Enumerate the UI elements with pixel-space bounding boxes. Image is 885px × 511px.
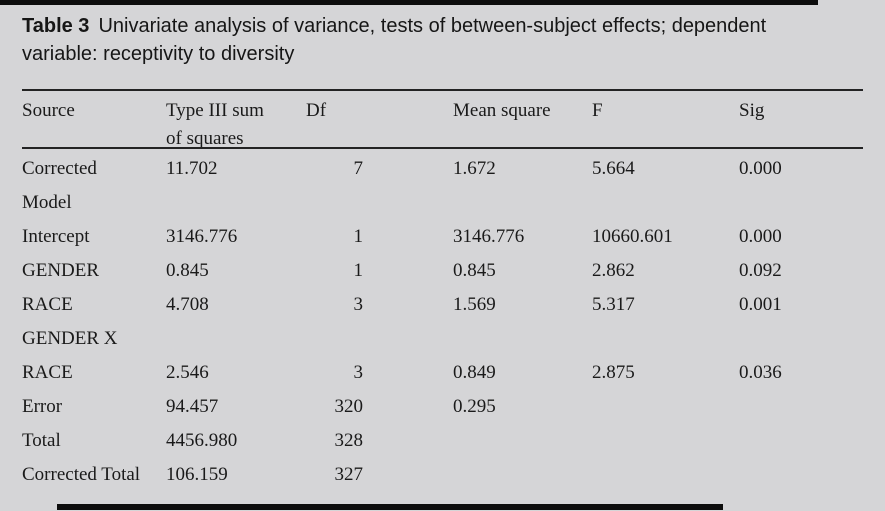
table-row: Corrected Model 11.702 7 1.672 5.664 0.000 xyxy=(22,152,863,220)
table-cell xyxy=(739,390,863,424)
column-header-df: Df xyxy=(306,100,327,121)
table-cell: 2.875 xyxy=(592,362,635,383)
table-cell: 3146.776 xyxy=(453,226,525,247)
table-cell: 1.569 xyxy=(453,294,496,315)
table-cell: Corrected Model xyxy=(22,158,97,213)
table-cell xyxy=(592,424,739,458)
table-cell xyxy=(592,390,739,424)
column-header-type-iii-sum: Type III sum of squares xyxy=(166,100,264,149)
table-cell: 0.000 xyxy=(739,158,782,179)
table-cell xyxy=(453,424,592,458)
table-cell: Intercept xyxy=(22,226,90,247)
table-row: Total 4456.980 328 xyxy=(22,424,863,458)
table-cell: 1.672 xyxy=(453,158,496,179)
table-cell xyxy=(453,458,592,492)
table-cell: 1 xyxy=(353,260,364,281)
table-cell: 3146.776 xyxy=(166,226,238,247)
table-header-rule xyxy=(22,147,863,149)
table-cell: 0.849 xyxy=(453,362,496,383)
table-cell xyxy=(592,322,739,356)
table-cell: 327 xyxy=(334,464,364,485)
table-cell: 94.457 xyxy=(166,396,219,417)
table-cell xyxy=(166,322,306,356)
table-cell: RACE xyxy=(22,362,73,383)
table-row: Error 94.457 320 0.295 xyxy=(22,390,863,424)
table-cell: 106.159 xyxy=(166,464,228,485)
table-cell: Total xyxy=(22,430,61,451)
table-cell: 320 xyxy=(334,396,364,417)
column-header-f: F xyxy=(592,100,603,121)
scan-artifact-top-bar xyxy=(0,0,818,5)
table-cell: 0.092 xyxy=(739,260,782,281)
table-cell xyxy=(739,458,863,492)
column-header-sig: Sig xyxy=(739,100,765,121)
table-cell: 2.862 xyxy=(592,260,635,281)
table-top-rule xyxy=(22,89,863,91)
table-cell: 0.000 xyxy=(739,226,782,247)
table-number-label: Table 3 xyxy=(22,15,90,37)
table-body: Corrected Model 11.702 7 1.672 5.664 0.000 Int… xyxy=(22,152,863,492)
table-cell: 4456.980 xyxy=(166,430,238,451)
column-header-source: Source xyxy=(22,100,75,121)
table-row: Corrected Total 106.159 327 xyxy=(22,458,863,492)
table-cell: 5.664 xyxy=(592,158,635,179)
table-row: GENDER 0.845 1 0.845 2.862 0.092 xyxy=(22,254,863,288)
table-cell xyxy=(306,322,453,356)
table-cell: 5.317 xyxy=(592,294,635,315)
table-cell: 2.546 xyxy=(166,362,209,383)
table-cell xyxy=(739,322,863,356)
table-cell: 4.708 xyxy=(166,294,209,315)
table-cell xyxy=(592,458,739,492)
table-cell: GENDER xyxy=(22,260,100,281)
table-cell: 7 xyxy=(353,158,364,179)
scan-artifact-bottom-bar xyxy=(57,504,723,510)
table-caption: Table 3 Univariate analysis of variance, … xyxy=(22,12,806,68)
table-cell: 3 xyxy=(353,362,364,383)
table-cell xyxy=(453,322,592,356)
table-caption-text: Univariate analysis of variance, tests o… xyxy=(22,15,767,65)
table-cell: GENDER X xyxy=(22,328,118,349)
table-header-row: Source Type III sum of squares Df Mean s… xyxy=(22,97,863,153)
table-cell xyxy=(739,424,863,458)
table-cell: 0.001 xyxy=(739,294,782,315)
table-cell: 0.845 xyxy=(166,260,209,281)
table-cell: 1 xyxy=(353,226,364,247)
table-cell: 0.845 xyxy=(453,260,496,281)
table-row: GENDER X xyxy=(22,322,863,356)
table-cell: Error xyxy=(22,396,63,417)
table-cell: 0.295 xyxy=(453,396,496,417)
table-cell: 0.036 xyxy=(739,362,782,383)
table-cell: 328 xyxy=(334,430,364,451)
table-cell: Corrected Total xyxy=(22,464,141,485)
table-cell: 10660.601 xyxy=(592,226,673,247)
table-cell: 11.702 xyxy=(166,158,218,179)
table-row: RACE 2.546 3 0.849 2.875 0.036 xyxy=(22,356,863,390)
column-header-mean-square: Mean square xyxy=(453,100,551,121)
table-cell: RACE xyxy=(22,294,73,315)
table-cell: 3 xyxy=(353,294,364,315)
table-row: RACE 4.708 3 1.569 5.317 0.001 xyxy=(22,288,863,322)
table-row: Intercept 3146.776 1 3146.776 10660.601 0.000 xyxy=(22,220,863,254)
